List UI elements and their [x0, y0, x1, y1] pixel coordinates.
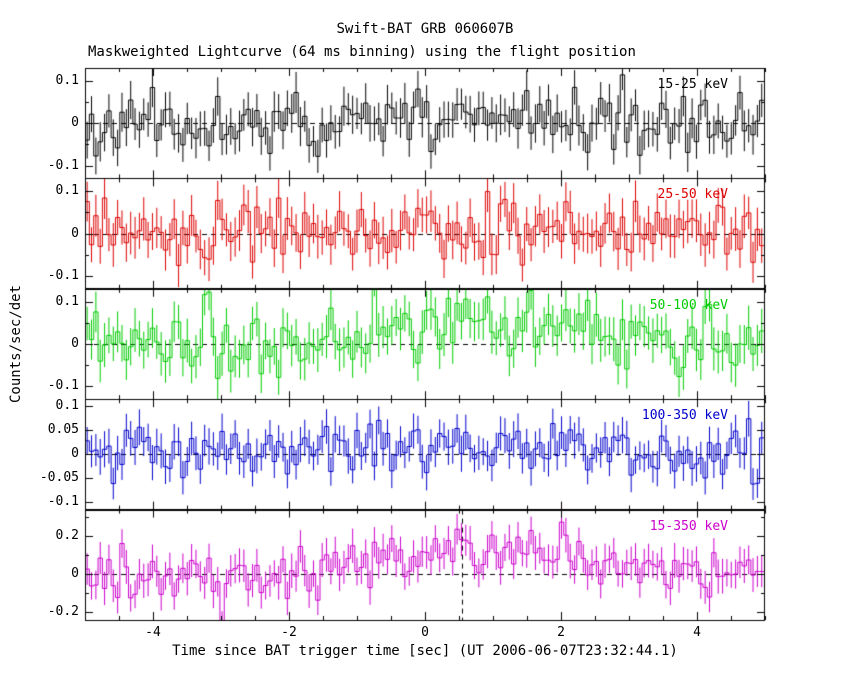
- band-label-15-25-kev: 15-25 keV: [657, 77, 728, 92]
- y-tick-label: -0.1: [47, 157, 79, 173]
- y-tick-label: 0.1: [55, 398, 79, 414]
- x-tick-label: 4: [693, 625, 701, 640]
- y-tick-label: 0: [71, 115, 79, 131]
- band-label-25-50-kev: 25-50 keV: [657, 187, 728, 203]
- band-label-50-100-kev: 50-100 keV: [649, 297, 728, 313]
- y-tick-label: -0.05: [39, 470, 79, 486]
- chart-title: Swift-BAT GRB 060607B: [336, 21, 514, 37]
- y-tick-label: 0: [71, 336, 79, 351]
- y-tick-label: -0.1: [47, 494, 79, 510]
- y-tick-label: 0.1: [55, 293, 79, 309]
- band-label-100-350-kev: 100-350 keV: [641, 408, 728, 424]
- y-tick-label: 0: [71, 225, 79, 241]
- chart-subtitle: Maskweighted Lightcurve (64 ms binning) …: [88, 44, 636, 60]
- x-tick-label: 0: [421, 625, 429, 640]
- y-tick-label: -0.1: [47, 378, 79, 394]
- band-label-15-350-kev: 15-350 keV: [649, 518, 728, 534]
- x-tick-label: 2: [557, 625, 565, 640]
- y-tick-label: 0: [71, 446, 79, 462]
- y-tick-label: 0.1: [55, 183, 79, 199]
- x-tick-label: -4: [145, 625, 161, 640]
- y-tick-label: 0.1: [55, 72, 79, 88]
- x-tick-label: -2: [281, 625, 297, 640]
- y-tick-label: -0.1: [47, 268, 79, 284]
- x-axis-label: Time since BAT trigger time [sec] (UT 20…: [172, 643, 678, 659]
- y-tick-label: 0.05: [47, 422, 79, 438]
- y-tick-label: 0: [71, 566, 79, 582]
- y-tick-label: 0.2: [55, 528, 79, 544]
- y-tick-label: -0.2: [47, 604, 79, 620]
